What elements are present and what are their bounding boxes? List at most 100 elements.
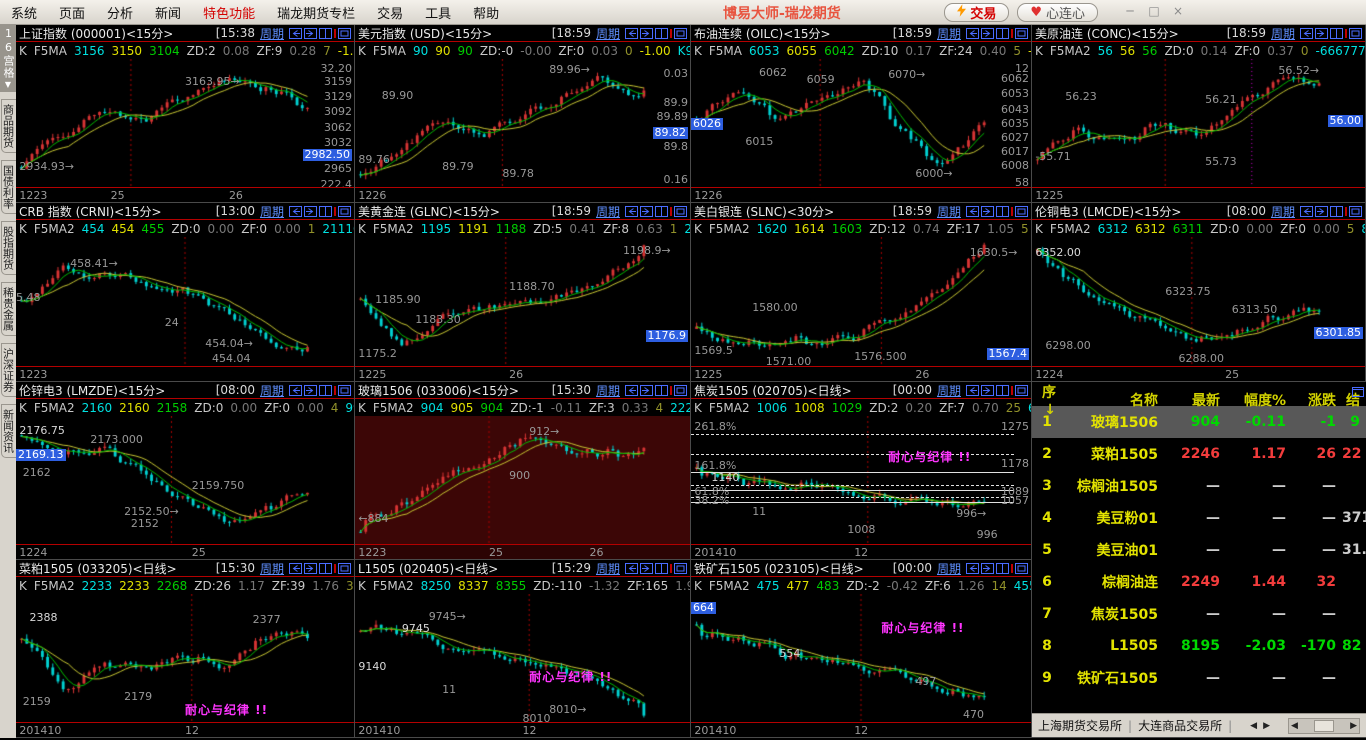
next-page-icon[interactable] bbox=[1315, 203, 1328, 221]
chart-plot-area[interactable]: 458.41→ 5.48 24 454.04→ 454.04 bbox=[16, 237, 354, 366]
next-page-icon[interactable] bbox=[981, 560, 994, 578]
prev-page-icon[interactable] bbox=[289, 382, 302, 400]
quote-row-菜粕1505[interactable]: 2 菜粕1505 2246 1.17 26 22 bbox=[1032, 438, 1366, 470]
maximize-chart-icon[interactable] bbox=[1015, 203, 1028, 221]
next-page-icon[interactable] bbox=[640, 25, 653, 43]
menu-item[interactable]: 分析 bbox=[107, 6, 134, 22]
candlestick-canvas[interactable] bbox=[355, 59, 690, 187]
sidebar-tab[interactable]: 商品期货 bbox=[0, 99, 16, 153]
tab-scroll-left-icon[interactable]: ◀ bbox=[1250, 720, 1258, 731]
split-view-icon[interactable] bbox=[996, 25, 1009, 43]
candlestick-canvas[interactable] bbox=[16, 594, 354, 722]
minimize-icon[interactable]: ─ bbox=[1126, 4, 1134, 18]
quote-row-美豆粉01[interactable]: 4 美豆粉01 — — — 371. bbox=[1032, 502, 1366, 534]
next-page-icon[interactable] bbox=[981, 203, 994, 221]
period-link[interactable]: 周期 bbox=[259, 561, 284, 576]
menu-item[interactable]: 交易 bbox=[377, 6, 404, 22]
chevron-down-icon[interactable]: ▼ bbox=[0, 80, 16, 92]
quote-row-L1505[interactable]: 8 L1505 8195 -2.03 -170 82 bbox=[1032, 630, 1366, 662]
heart-button[interactable]: ♥ 心连心 bbox=[1017, 2, 1098, 22]
period-link[interactable]: 周期 bbox=[259, 204, 284, 219]
maximize-chart-icon[interactable] bbox=[1349, 25, 1362, 43]
prev-page-icon[interactable] bbox=[1300, 203, 1313, 221]
candlestick-canvas[interactable] bbox=[355, 416, 690, 544]
next-page-icon[interactable] bbox=[304, 382, 317, 400]
prev-page-icon[interactable] bbox=[625, 25, 638, 43]
quote-column-header[interactable]: 结 bbox=[1346, 393, 1360, 409]
scrollbar-right-icon[interactable]: ▶ bbox=[1350, 720, 1357, 731]
split-view-icon[interactable] bbox=[319, 560, 332, 578]
menu-item[interactable]: 帮助 bbox=[473, 6, 500, 22]
menu-item[interactable]: 页面 bbox=[59, 6, 86, 22]
exchange-tab[interactable]: 大连商品交易所 bbox=[1138, 719, 1223, 733]
chart-panel-glass-1506[interactable]: 玻璃1506 (033006)<15分> [15:30 周期 K F5MA2 904… bbox=[355, 382, 691, 560]
chart-plot-area[interactable]: 664 耐心与纪律 !! 554 497 470 bbox=[691, 594, 1031, 722]
split-view-icon[interactable] bbox=[319, 25, 332, 43]
candlestick-canvas[interactable] bbox=[16, 237, 354, 366]
split-view-icon[interactable] bbox=[655, 560, 668, 578]
sidebar-tab[interactable]: 国债利率 bbox=[0, 160, 16, 214]
maximize-chart-icon[interactable] bbox=[1015, 560, 1028, 578]
sidebar-tab[interactable]: 新闻资讯 bbox=[0, 404, 16, 458]
split-view-icon[interactable] bbox=[655, 382, 668, 400]
chart-plot-area[interactable]: 56.52→ 56.23 56.21 56.00 -55.71 55.73 bbox=[1032, 59, 1365, 187]
trade-button[interactable]: 交易 bbox=[944, 2, 1010, 22]
candlestick-canvas[interactable] bbox=[16, 416, 354, 544]
scrollbar-left-icon[interactable]: ◀ bbox=[1291, 720, 1298, 731]
table-window-icon[interactable] bbox=[1352, 385, 1364, 401]
chart-plot-area[interactable]: 12 6062 6070→ 6062 6059 6053 6043 6026 6035 6027 6… bbox=[691, 59, 1031, 187]
candlestick-canvas[interactable] bbox=[1032, 59, 1365, 187]
chart-panel-lme-zinc[interactable]: 伦锌电3 (LMZDE)<15分> [08:00 周期 K F5MA2 2160 21… bbox=[16, 382, 355, 560]
quote-row-棕榈油1505[interactable]: 3 棕榈油1505 — — — bbox=[1032, 470, 1366, 502]
maximize-chart-icon[interactable] bbox=[338, 203, 351, 221]
chart-panel-shanghai-index[interactable]: 上证指数 (000001)<15分> [15:38 周期 K F5MA 3156 31… bbox=[16, 25, 355, 203]
split-view-icon[interactable] bbox=[655, 203, 668, 221]
maximize-chart-icon[interactable] bbox=[674, 203, 687, 221]
next-page-icon[interactable] bbox=[981, 382, 994, 400]
maximize-chart-icon[interactable] bbox=[1015, 25, 1028, 43]
period-link[interactable]: 周期 bbox=[259, 26, 284, 41]
chart-plot-area[interactable]: 6352.00 6323.75 6313.50 6301.85 6298.00 6288.… bbox=[1032, 237, 1365, 366]
menu-item[interactable]: 工具 bbox=[425, 6, 452, 22]
next-page-icon[interactable] bbox=[981, 25, 994, 43]
maximize-chart-icon[interactable] bbox=[1349, 203, 1362, 221]
chart-panel-l-1505[interactable]: L1505 (020405)<日线> [15:29 周期 K F5MA2 8250 8… bbox=[355, 560, 691, 738]
candlestick-canvas[interactable] bbox=[691, 416, 1031, 544]
chart-plot-area[interactable]: 1198.9→ 1188.70 1185.90 1183.30 1176.9 1175.2 bbox=[355, 237, 690, 366]
exchange-tab[interactable]: 上海期货交易所 bbox=[1038, 719, 1123, 733]
sidebar-tab-grid16[interactable]: 16宫格 bbox=[0, 25, 16, 80]
chart-plot-area[interactable]: 2388 2377 2159 2179 耐心与纪律 !! bbox=[16, 594, 354, 722]
candlestick-canvas[interactable] bbox=[1032, 237, 1365, 366]
next-page-icon[interactable] bbox=[304, 25, 317, 43]
scrollbar-thumb[interactable] bbox=[1314, 719, 1334, 732]
period-link[interactable]: 周期 bbox=[936, 204, 961, 219]
chart-panel-rapeseed-meal-1505[interactable]: 菜粕1505 (033205)<日线> [15:30 周期 K F5MA2 2233… bbox=[16, 560, 355, 738]
period-link[interactable]: 周期 bbox=[595, 383, 620, 398]
period-link[interactable]: 周期 bbox=[1270, 26, 1295, 41]
next-page-icon[interactable] bbox=[640, 382, 653, 400]
quote-row-铁矿石1505[interactable]: 9 铁矿石1505 — — — bbox=[1032, 662, 1366, 694]
quote-column-header[interactable]: 名称 bbox=[1130, 393, 1158, 409]
chart-panel-lme-copper[interactable]: 伦铜电3 (LMCDE)<15分> [08:00 周期 K F5MA2 6312 63… bbox=[1032, 203, 1366, 382]
period-link[interactable]: 周期 bbox=[936, 561, 961, 576]
period-link[interactable]: 周期 bbox=[1270, 204, 1295, 219]
candlestick-canvas[interactable] bbox=[16, 59, 354, 187]
chart-panel-crb-index[interactable]: CRB 指数 (CRNI)<15分> [13:00 周期 K F5MA2 454 45… bbox=[16, 203, 355, 382]
tab-scroll-right-icon[interactable]: ▶ bbox=[1263, 720, 1270, 731]
prev-page-icon[interactable] bbox=[625, 560, 638, 578]
prev-page-icon[interactable] bbox=[966, 382, 979, 400]
chart-panel-us-crude[interactable]: 美原油连 (CONC)<15分> [18:59 周期 K F5MA2 56 56 56 Z… bbox=[1032, 25, 1366, 203]
period-link[interactable]: 周期 bbox=[936, 383, 961, 398]
menu-item[interactable]: 系统 bbox=[11, 6, 38, 22]
candlestick-canvas[interactable] bbox=[355, 237, 690, 366]
prev-page-icon[interactable] bbox=[1300, 25, 1313, 43]
chart-plot-area[interactable]: 1630.5→ 1580.00 1569.5 1571.00 1576.500 1567.… bbox=[691, 237, 1031, 366]
maximize-chart-icon[interactable] bbox=[338, 25, 351, 43]
maximize-chart-icon[interactable] bbox=[674, 560, 687, 578]
quote-row-玻璃1506[interactable]: 1 玻璃1506 904 -0.11 -1 9 bbox=[1032, 406, 1366, 438]
maximize-icon[interactable]: □ bbox=[1148, 4, 1160, 18]
prev-page-icon[interactable] bbox=[289, 25, 302, 43]
chart-panel-us-silver[interactable]: 美白银连 (SLNC)<30分> [18:59 周期 K F5MA2 1620 161… bbox=[691, 203, 1032, 382]
quote-row-美豆油01[interactable]: 5 美豆油01 — — — 31. bbox=[1032, 534, 1366, 566]
chart-panel-us-gold[interactable]: 美黄金连 (GLNC)<15分> [18:59 周期 K F5MA2 1195 119… bbox=[355, 203, 691, 382]
